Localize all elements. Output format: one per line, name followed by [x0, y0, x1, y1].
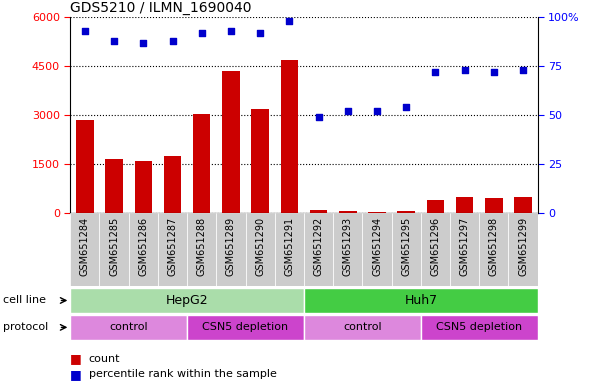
Point [459, 67, 469, 73]
Text: ■: ■ [70, 368, 86, 381]
Bar [134, 161, 152, 213]
Text: GSM651289: GSM651289 [226, 217, 236, 276]
Bar [421, 315, 538, 340]
Bar [362, 213, 392, 286]
Text: count: count [89, 354, 120, 364]
Bar [129, 213, 158, 286]
Point [167, 38, 177, 44]
Point [139, 40, 148, 46]
Point [489, 69, 499, 75]
Bar [456, 197, 474, 213]
Bar [280, 60, 298, 213]
Text: GSM651294: GSM651294 [372, 217, 382, 276]
Bar [100, 213, 129, 286]
Text: protocol: protocol [3, 322, 48, 333]
Text: GSM651293: GSM651293 [343, 217, 353, 276]
Bar [187, 213, 216, 286]
Point [80, 28, 90, 34]
Bar [310, 210, 327, 213]
Bar [158, 213, 187, 286]
Bar [397, 210, 415, 213]
Bar [392, 213, 421, 286]
Text: control: control [109, 322, 148, 333]
Bar [164, 156, 181, 213]
Text: GSM651296: GSM651296 [430, 217, 441, 276]
Text: HepG2: HepG2 [166, 294, 208, 307]
Bar [70, 213, 100, 286]
Bar [479, 213, 508, 286]
Text: GSM651298: GSM651298 [489, 217, 499, 276]
Bar [339, 211, 357, 213]
Point [313, 114, 323, 120]
Bar [304, 288, 538, 313]
Text: GSM651295: GSM651295 [401, 217, 411, 276]
Bar [246, 213, 275, 286]
Bar [216, 213, 246, 286]
Bar [70, 288, 304, 313]
Text: CSN5 depletion: CSN5 depletion [202, 322, 288, 333]
Bar [421, 213, 450, 286]
Text: GSM651286: GSM651286 [138, 217, 148, 276]
Bar [450, 213, 479, 286]
Text: control: control [343, 322, 382, 333]
Text: GSM651285: GSM651285 [109, 217, 119, 276]
Bar [304, 315, 421, 340]
Bar [70, 315, 187, 340]
Bar [426, 200, 444, 213]
Text: GSM651297: GSM651297 [459, 217, 470, 276]
Point [343, 108, 353, 114]
Text: GSM651290: GSM651290 [255, 217, 265, 276]
Text: CSN5 depletion: CSN5 depletion [436, 322, 522, 333]
Point [285, 18, 295, 24]
Text: GDS5210 / ILMN_1690040: GDS5210 / ILMN_1690040 [70, 1, 252, 15]
Text: GSM651291: GSM651291 [284, 217, 295, 276]
Bar [251, 109, 269, 213]
Point [431, 69, 441, 75]
Bar [333, 213, 362, 286]
Text: GSM651288: GSM651288 [197, 217, 207, 276]
Point [255, 30, 265, 36]
Bar [76, 120, 93, 213]
Text: GSM651287: GSM651287 [167, 217, 178, 276]
Text: GSM651284: GSM651284 [80, 217, 90, 276]
Text: GSM651299: GSM651299 [518, 217, 528, 276]
Bar [275, 213, 304, 286]
Bar [105, 159, 123, 213]
Point [197, 30, 207, 36]
Bar [304, 213, 333, 286]
Bar [508, 213, 538, 286]
Bar [187, 315, 304, 340]
Bar [222, 71, 240, 213]
Point [226, 28, 236, 34]
Text: percentile rank within the sample: percentile rank within the sample [89, 369, 276, 379]
Point [518, 67, 528, 73]
Point [109, 38, 119, 44]
Bar [514, 197, 532, 213]
Text: cell line: cell line [3, 295, 46, 306]
Bar [485, 199, 503, 213]
Bar [193, 114, 210, 213]
Text: Huh7: Huh7 [404, 294, 437, 307]
Bar [368, 212, 386, 213]
Text: ■: ■ [70, 353, 86, 366]
Text: GSM651292: GSM651292 [313, 217, 324, 276]
Point [372, 108, 382, 114]
Point [401, 104, 411, 111]
